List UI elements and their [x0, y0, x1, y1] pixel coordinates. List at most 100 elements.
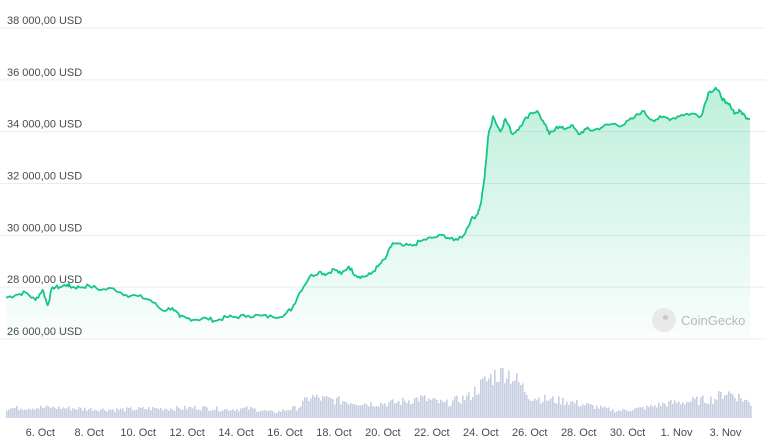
volume-bar — [158, 409, 160, 418]
volume-bar — [228, 411, 230, 418]
volume-bar — [728, 391, 730, 418]
volume-bar — [594, 409, 596, 418]
volume-bar — [96, 410, 98, 418]
volume-bar — [650, 404, 652, 418]
volume-bar — [328, 397, 330, 418]
volume-bar — [584, 405, 586, 418]
volume-bar — [304, 397, 306, 418]
volume-bar — [94, 409, 96, 418]
volume-bar — [54, 407, 56, 418]
volume-bar — [24, 409, 26, 418]
volume-bar — [190, 407, 192, 418]
volume-bar — [538, 397, 540, 418]
volume-bar — [46, 405, 48, 418]
volume-bar — [100, 409, 102, 418]
volume-bar — [128, 408, 130, 418]
volume-bar — [154, 408, 156, 418]
volume-bar — [112, 409, 114, 418]
volume-bar — [672, 403, 674, 418]
x-tick-label: 6. Oct — [26, 427, 55, 439]
volume-bar — [704, 403, 706, 418]
gridlines — [0, 27, 766, 340]
volume-bar — [542, 401, 544, 418]
volume-bar — [498, 381, 500, 418]
watermark-text: CoinGecko — [681, 312, 746, 328]
volume-bar — [384, 403, 386, 418]
volume-bar — [298, 407, 300, 418]
volume-bar — [288, 410, 290, 418]
volume-bar — [246, 406, 248, 418]
volume-bar — [390, 400, 392, 418]
volume-bar — [366, 404, 368, 418]
volume-bar — [368, 406, 370, 418]
volume-bar — [740, 398, 742, 418]
volume-bar — [636, 407, 638, 418]
coingecko-watermark: CoinGecko — [652, 307, 745, 333]
volume-bar — [258, 411, 260, 418]
volume-bar — [336, 397, 338, 418]
volume-bar — [164, 408, 166, 418]
volume-bar — [466, 395, 468, 418]
volume-bar — [514, 380, 516, 418]
volume-bar — [264, 410, 266, 418]
volume-bar — [436, 400, 438, 418]
volume-bar — [244, 407, 246, 418]
volume-bar — [614, 412, 616, 418]
volume-bar — [450, 405, 452, 418]
volume-bar — [582, 404, 584, 418]
volume-bar — [42, 407, 44, 418]
volume-bar — [230, 410, 232, 418]
volume-bar — [394, 403, 396, 418]
volume-bar — [400, 404, 402, 418]
volume-bar — [234, 411, 236, 418]
volume-bar — [108, 409, 110, 418]
volume-bar — [80, 407, 82, 418]
volume-bar — [510, 383, 512, 418]
volume-bar — [536, 400, 538, 418]
volume-bar — [184, 405, 186, 418]
volume-bar — [58, 406, 60, 418]
volume-bar — [38, 408, 40, 418]
volume-bar — [574, 403, 576, 418]
volume-bar — [350, 402, 352, 418]
volume-bar — [8, 409, 10, 418]
volume-bar — [60, 409, 62, 418]
volume-bar — [198, 409, 200, 418]
volume-bar — [506, 378, 508, 418]
volume-bar — [102, 408, 104, 418]
volume-bar — [48, 406, 50, 418]
volume-bar — [686, 401, 688, 418]
volume-bar — [14, 408, 16, 418]
x-tick-label: 22. Oct — [414, 427, 449, 439]
volume-bar — [736, 401, 738, 418]
volume-bar — [52, 406, 54, 418]
volume-bar — [202, 406, 204, 418]
volume-bar — [548, 400, 550, 418]
volume-bar — [546, 400, 548, 418]
volume-bar — [480, 379, 482, 418]
volume-bar — [708, 404, 710, 418]
price-area-fill — [6, 87, 750, 339]
volume-bar — [176, 406, 178, 418]
volume-bar — [442, 401, 444, 418]
volume-bar — [342, 401, 344, 418]
volume-bar — [278, 410, 280, 418]
volume-bar — [682, 402, 684, 418]
volume-bar — [732, 394, 734, 418]
volume-bar — [196, 409, 198, 418]
volume-bar — [140, 408, 142, 418]
volume-bar — [618, 410, 620, 418]
volume-bar — [166, 409, 168, 418]
volume-bar — [70, 410, 72, 418]
volume-bar — [670, 399, 672, 418]
volume-bar — [694, 398, 696, 418]
volume-bar — [678, 401, 680, 418]
volume-bar — [30, 409, 32, 418]
volume-bar — [118, 409, 120, 418]
volume-bar — [652, 406, 654, 418]
volume-bar — [690, 401, 692, 418]
volume-bar — [126, 407, 128, 418]
volume-bar — [580, 406, 582, 418]
coingecko-logo-icon — [652, 308, 676, 332]
